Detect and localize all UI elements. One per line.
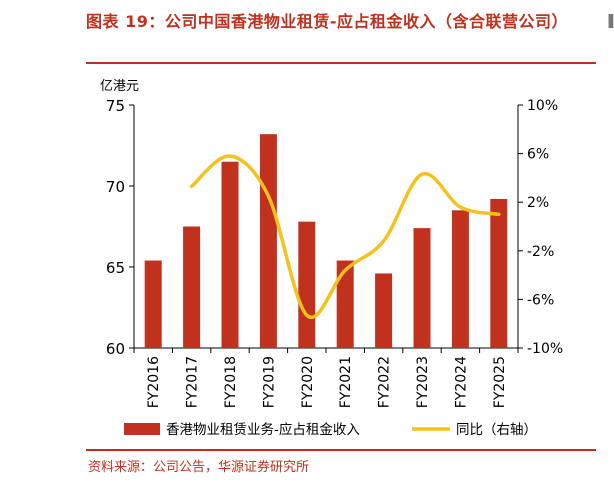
category-label: FY2018 (223, 356, 239, 408)
bar (413, 228, 431, 348)
bar (298, 221, 316, 348)
right-tick-label: -6% (527, 292, 554, 308)
line-series (189, 154, 501, 320)
bar-series (144, 134, 508, 348)
category-label: FY2022 (377, 356, 393, 408)
source-note: 资料来源：公司公告，华源证券研究所 (88, 460, 310, 475)
source-divider (86, 449, 596, 451)
left-tick-label: 60 (106, 340, 125, 358)
left-tick-label: 70 (106, 178, 125, 196)
category-label: FY2020 (300, 356, 316, 408)
clipped-neighbor-mark: ▐ (604, 14, 614, 28)
bar (221, 161, 239, 348)
axis-labels: 60 65 70 75 -10% -6% -2% 2% 6% 10% 亿港元 FY2016 FY2017… (100, 79, 563, 408)
bar (259, 134, 277, 348)
bar (375, 273, 393, 348)
right-tick-label: 6% (527, 147, 549, 163)
category-label: FY2024 (453, 356, 469, 408)
category-label: FY2016 (146, 356, 162, 408)
category-label: FY2017 (185, 356, 201, 408)
category-label: FY2019 (261, 356, 277, 408)
right-tick-label: 2% (527, 195, 549, 211)
category-label: FY2021 (338, 356, 354, 408)
category-label: FY2023 (415, 356, 431, 408)
legend-bar-swatch (124, 423, 160, 435)
right-tick-label: -2% (527, 244, 554, 260)
y-unit-label: 亿港元 (100, 79, 139, 94)
chart-title: 图表 19：公司中国香港物业租赁-应占租金收入（含合联营公司） (86, 12, 568, 31)
category-label: FY2025 (492, 356, 508, 408)
right-tick-label: 10% (527, 98, 558, 114)
legend-line-label: 同比（右轴） (456, 422, 537, 438)
title-divider (86, 62, 596, 64)
bar (336, 260, 354, 348)
bar (451, 210, 469, 348)
legend: 香港物业租赁业务-应占租金收入 同比（右轴） (124, 421, 537, 438)
legend-bar-label: 香港物业租赁业务-应占租金收入 (166, 421, 360, 438)
bar (490, 198, 508, 348)
bar (183, 226, 201, 348)
yoy-line (189, 154, 501, 320)
bar (144, 260, 162, 348)
left-tick-label: 75 (106, 97, 125, 115)
left-tick-label: 65 (106, 259, 125, 277)
right-tick-label: -10% (527, 341, 563, 357)
